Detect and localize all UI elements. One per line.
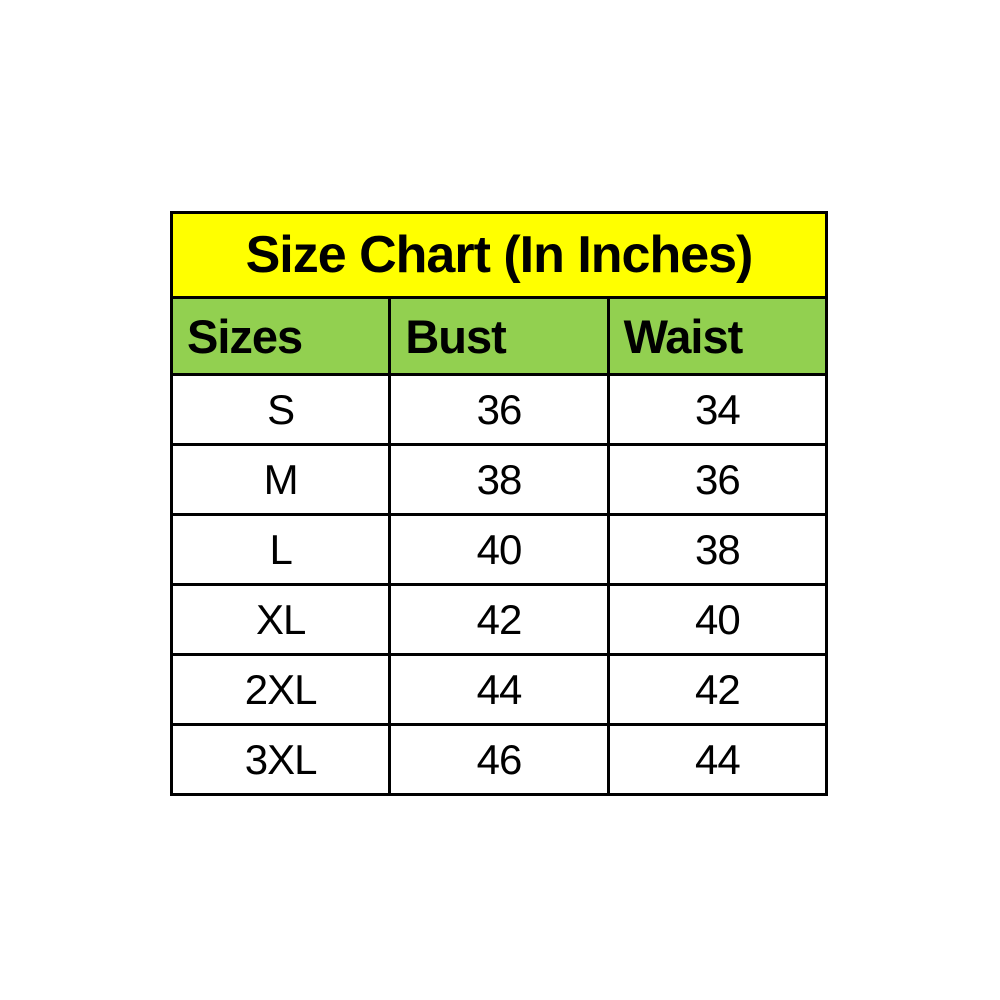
waist-value-cell: 42 [606, 653, 829, 726]
table-row-m: M 38 36 [169, 443, 829, 516]
size-cell: 2XL [169, 653, 392, 726]
size-cell: M [169, 443, 392, 516]
column-header-bust: Bust [388, 296, 610, 376]
size-cell: S [169, 373, 392, 446]
table-row-2xl: 2XL 44 42 [169, 653, 829, 726]
column-header-waist: Waist [606, 296, 829, 376]
bust-value-cell: 42 [388, 583, 610, 656]
bust-value-cell: 40 [388, 513, 610, 586]
column-header-row: Sizes Bust Waist [169, 296, 829, 376]
title-row: Size Chart (In Inches) [170, 211, 828, 299]
waist-value-cell: 34 [606, 373, 829, 446]
size-cell: L [169, 513, 392, 586]
size-chart-header: Size Chart (In Inches) Sizes Bust Waist [169, 211, 829, 376]
bust-value-cell: 44 [388, 653, 610, 726]
waist-value-cell: 40 [606, 583, 829, 656]
column-header-sizes: Sizes [169, 296, 392, 376]
table-row-s: S 36 34 [169, 373, 829, 446]
bust-value-cell: 46 [388, 723, 610, 796]
waist-value-cell: 36 [606, 443, 829, 516]
table-row-xl: XL 42 40 [169, 583, 829, 656]
table-row-3xl: 3XL 46 44 [169, 723, 829, 796]
size-cell: 3XL [169, 723, 392, 796]
size-cell: XL [169, 583, 392, 656]
waist-value-cell: 44 [606, 723, 829, 796]
table-row-l: L 40 38 [169, 513, 829, 586]
size-chart-title: Size Chart (In Inches) [170, 211, 828, 299]
bust-value-cell: 38 [388, 443, 610, 516]
size-chart-body: S 36 34 M 38 36 L 40 38 XL 42 40 2XL 44 [169, 373, 829, 796]
bust-value-cell: 36 [388, 373, 610, 446]
size-chart-table: Size Chart (In Inches) Sizes Bust Waist … [169, 211, 829, 796]
waist-value-cell: 38 [606, 513, 829, 586]
